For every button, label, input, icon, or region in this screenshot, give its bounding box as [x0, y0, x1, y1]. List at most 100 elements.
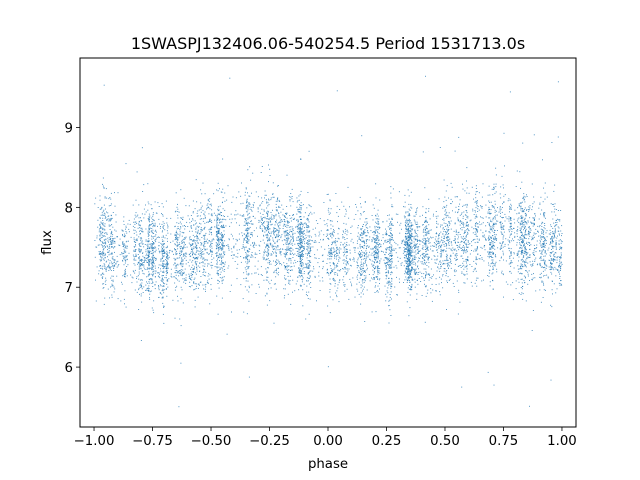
scatter-point — [446, 259, 448, 261]
scatter-point — [269, 260, 271, 262]
scatter-point — [552, 237, 554, 239]
scatter-point — [364, 201, 366, 203]
scatter-point — [492, 280, 494, 282]
scatter-point — [408, 237, 410, 239]
scatter-point — [284, 226, 286, 227]
scatter-point — [280, 221, 282, 223]
scatter-point — [289, 275, 291, 277]
scatter-point — [389, 227, 391, 229]
scatter-point — [262, 214, 264, 215]
scatter-point — [465, 214, 467, 216]
scatter-point — [184, 268, 186, 270]
scatter-point — [263, 252, 265, 254]
scatter-point — [299, 211, 301, 213]
scatter-point — [390, 239, 392, 241]
scatter-point — [105, 270, 107, 272]
scatter-point — [97, 219, 99, 221]
scatter-point — [204, 249, 206, 251]
scatter-point — [252, 245, 254, 247]
scatter-point — [101, 207, 103, 209]
scatter-point — [103, 187, 105, 189]
scatter-point — [397, 256, 399, 258]
scatter-point — [275, 245, 277, 247]
scatter-point — [521, 227, 522, 229]
scatter-point — [302, 224, 304, 226]
scatter-point — [520, 237, 522, 239]
scatter-point — [521, 220, 523, 221]
scatter-point — [330, 228, 332, 230]
scatter-point — [373, 278, 375, 280]
scatter-point — [520, 266, 521, 268]
scatter-point — [139, 243, 140, 245]
scatter-point — [390, 252, 391, 254]
scatter-point — [113, 268, 115, 269]
scatter-point — [259, 227, 261, 229]
scatter-point — [181, 266, 183, 268]
scatter-point — [299, 268, 301, 270]
scatter-point — [390, 264, 392, 266]
scatter-point — [247, 221, 249, 223]
scatter-point — [182, 278, 184, 280]
scatter-point — [194, 242, 196, 244]
scatter-point — [114, 205, 116, 207]
scatter-point — [180, 362, 182, 364]
scatter-point — [104, 232, 106, 234]
scatter-point — [552, 246, 554, 248]
scatter-point — [245, 188, 247, 190]
scatter-point — [496, 214, 498, 216]
scatter-point — [300, 237, 302, 239]
scatter-point — [193, 268, 195, 270]
scatter-point — [466, 233, 468, 235]
scatter-point — [494, 235, 496, 237]
scatter-point — [177, 242, 179, 244]
scatter-point — [559, 219, 561, 221]
scatter-point — [336, 90, 338, 92]
scatter-point — [269, 168, 271, 170]
scatter-point — [449, 238, 451, 240]
scatter-point — [511, 228, 513, 230]
scatter-point — [455, 253, 457, 255]
scatter-point — [477, 226, 479, 228]
scatter-point — [219, 268, 221, 270]
scatter-point — [254, 265, 256, 267]
scatter-point — [304, 212, 306, 214]
scatter-point — [138, 261, 140, 263]
scatter-point — [107, 266, 109, 268]
scatter-point — [544, 260, 546, 262]
scatter-point — [519, 223, 521, 225]
scatter-point — [379, 283, 380, 284]
scatter-point — [406, 248, 408, 250]
scatter-point — [417, 274, 419, 275]
scatter-point — [463, 241, 465, 243]
scatter-point — [411, 266, 413, 268]
scatter-point — [422, 255, 424, 257]
scatter-point — [134, 229, 136, 231]
scatter-point — [377, 256, 379, 258]
scatter-point — [155, 229, 157, 231]
scatter-point — [426, 221, 428, 223]
scatter-point — [299, 261, 301, 262]
scatter-point — [134, 250, 136, 252]
scatter-point — [525, 264, 527, 266]
scatter-point — [167, 267, 169, 269]
scatter-point — [544, 192, 546, 194]
scatter-point — [200, 255, 202, 257]
scatter-point — [541, 238, 543, 240]
scatter-point — [489, 269, 491, 271]
scatter-point — [267, 267, 269, 269]
scatter-point — [552, 218, 554, 220]
scatter-point — [392, 218, 393, 220]
scatter-point — [524, 221, 526, 223]
scatter-point — [488, 252, 490, 254]
scatter-point — [166, 255, 168, 257]
scatter-point — [405, 235, 406, 237]
scatter-point — [504, 213, 506, 215]
scatter-point — [139, 284, 141, 286]
scatter-point — [409, 227, 411, 229]
scatter-point — [375, 251, 376, 253]
scatter-point — [492, 225, 494, 227]
scatter-point — [317, 262, 319, 264]
scatter-point — [122, 253, 124, 254]
scatter-point — [183, 281, 185, 283]
scatter-point — [406, 229, 408, 231]
